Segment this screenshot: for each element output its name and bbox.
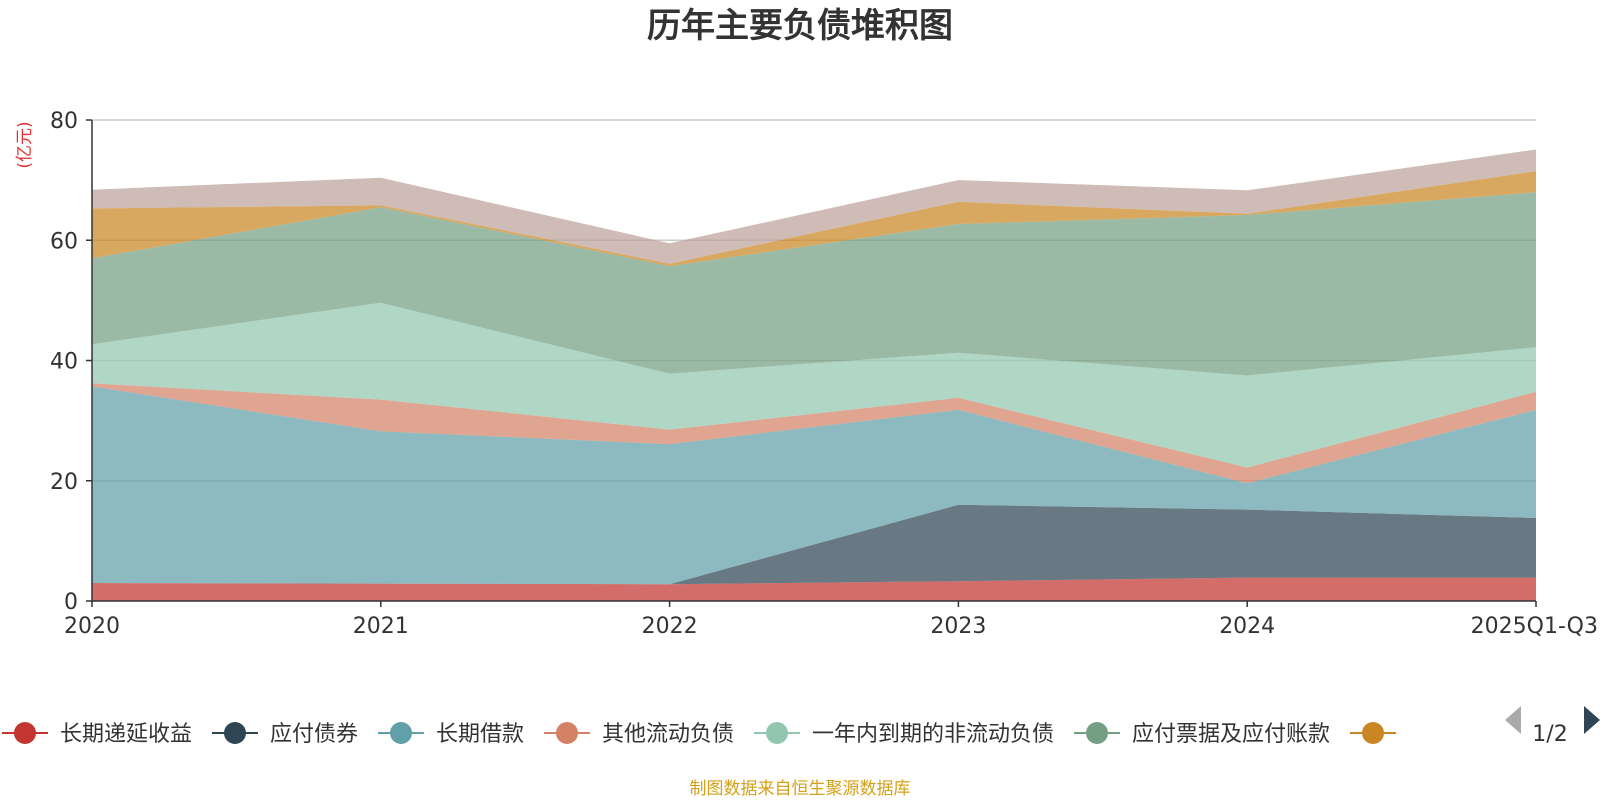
area-series-5 [92, 192, 1536, 376]
axes: 0 20 40 60 80 2020 2021 2022 2023 2024 2025Q1-Q3 [50, 109, 1598, 639]
legend-item-2[interactable]: 长期借款 [378, 722, 524, 747]
legend-item-5[interactable]: 应付票据及应付账款 [1074, 722, 1330, 747]
x-tick-label-3: 2023 [930, 614, 986, 639]
legend-item-0[interactable]: 长期递延收益 [2, 722, 192, 747]
legend-item-4[interactable]: 一年内到期的非流动负债 [754, 722, 1054, 747]
legend-label-1: 应付债券 [270, 722, 358, 747]
legend-marker-icon [766, 722, 788, 744]
data-source: 制图数据来自恒生聚源数据库 [690, 779, 911, 799]
area-series [92, 149, 1536, 601]
unit-label: (亿元) [15, 121, 35, 168]
legend-label-4: 一年内到期的非流动负债 [812, 722, 1054, 747]
legend-marker-icon [1362, 722, 1384, 744]
legend-label-3: 其他流动负债 [602, 722, 734, 747]
x-tick-label-5: 2025Q1-Q3 [1471, 614, 1598, 639]
y-tick-label-0: 0 [64, 590, 78, 615]
legend-item-3[interactable]: 其他流动负债 [544, 722, 734, 747]
legend-marker-icon [556, 722, 578, 744]
x-tick-label-0: 2020 [64, 614, 120, 639]
area-series-2 [92, 386, 1536, 585]
legend-marker-icon [14, 722, 36, 744]
legend-page-number: 1/2 [1532, 722, 1567, 747]
pager-next-icon[interactable] [1584, 706, 1600, 734]
pager-prev-icon[interactable] [1505, 706, 1521, 734]
area-series-3 [92, 383, 1536, 484]
area-series-7 [92, 149, 1536, 264]
x-tick-label-1: 2021 [353, 614, 409, 639]
legend-item-1[interactable]: 应付债券 [212, 722, 358, 747]
x-tick-label-2: 2022 [642, 614, 698, 639]
legend-marker-icon [224, 722, 246, 744]
legend-label-0: 长期递延收益 [60, 722, 192, 747]
y-tick-label-3: 60 [50, 229, 78, 254]
legend-label-2: 长期借款 [436, 722, 524, 747]
area-series-4 [92, 302, 1536, 468]
y-tick-label-1: 20 [50, 470, 78, 495]
x-tick-label-4: 2024 [1219, 614, 1275, 639]
chart-title: 历年主要负债堆积图 [647, 6, 953, 46]
y-tick-label-2: 40 [50, 350, 78, 375]
legend-marker-icon [1086, 722, 1108, 744]
legend-marker-icon [390, 722, 412, 744]
area-series-0 [92, 577, 1536, 601]
legend-label-5: 应付票据及应付账款 [1132, 722, 1330, 747]
legend-pager[interactable]: 1/2 [1505, 706, 1600, 747]
y-tick-label-4: 80 [50, 109, 78, 134]
legend-item-6[interactable] [1350, 722, 1396, 744]
legend[interactable]: 长期递延收益 应付债券 长期借款 其他流动负债 一年内到期的非流动负债 应付票据及应付账款 [2, 722, 1396, 747]
